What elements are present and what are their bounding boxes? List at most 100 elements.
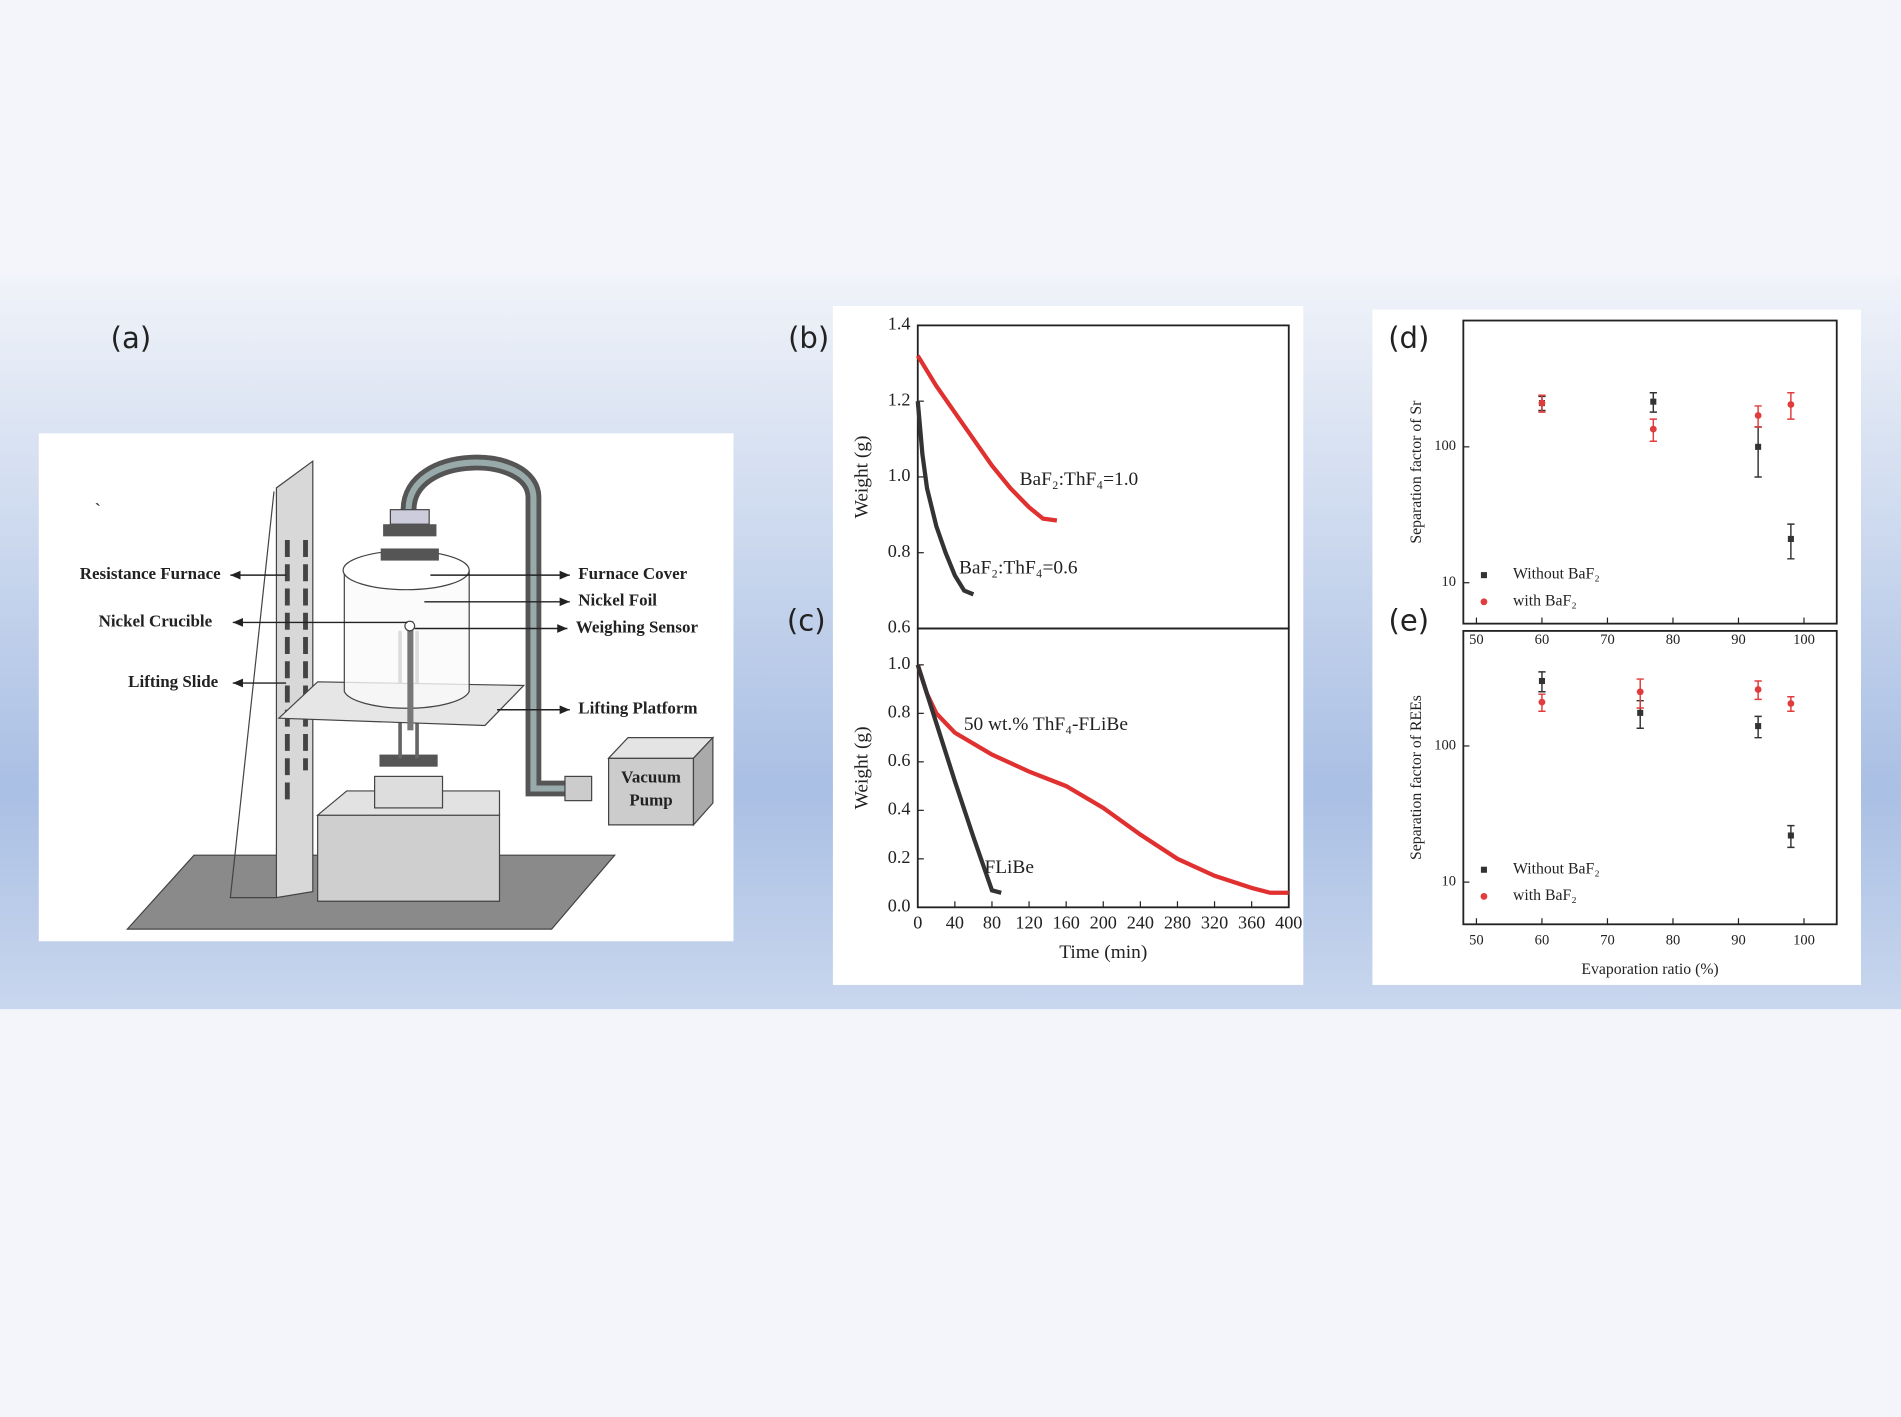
x-axis-label: Evaporation ratio (%) bbox=[1581, 961, 1718, 978]
legend-label: Without BaF₂ bbox=[1513, 860, 1600, 877]
x-tick-label: 70 bbox=[1600, 933, 1615, 949]
y-tick-label: 0.6 bbox=[888, 617, 911, 637]
legend-marker bbox=[1480, 572, 1487, 579]
point bbox=[1637, 709, 1644, 716]
part-label: Nickel Crucible bbox=[99, 611, 213, 630]
y-tick-label: 1.0 bbox=[888, 653, 911, 673]
part-label: Weighing Sensor bbox=[576, 617, 699, 636]
pump-label: Vacuum bbox=[621, 768, 681, 787]
stand bbox=[374, 775, 444, 809]
plot-frame bbox=[1462, 319, 1838, 625]
panel-label: (b) bbox=[788, 321, 829, 355]
part-label: Lifting Platform bbox=[578, 699, 697, 718]
base-box bbox=[317, 814, 501, 902]
point bbox=[1650, 398, 1657, 405]
legend-marker bbox=[1480, 866, 1487, 873]
x-tick-label: 90 bbox=[1731, 632, 1746, 648]
y-tick-label: 100 bbox=[1434, 737, 1456, 753]
cover-flange bbox=[383, 524, 437, 537]
y-tick-label: 100 bbox=[1434, 438, 1456, 454]
legend-label: with BaF₂ bbox=[1513, 887, 1577, 904]
y-axis-label: Separation factor of Sr bbox=[1408, 400, 1425, 544]
y-tick-label: 1.4 bbox=[888, 314, 911, 334]
x-tick-label: 120 bbox=[1015, 912, 1042, 932]
point bbox=[1649, 425, 1657, 433]
x-tick-label: 280 bbox=[1164, 912, 1191, 932]
x-tick-label: 100 bbox=[1793, 632, 1815, 648]
legend-label: Without BaF₂ bbox=[1513, 566, 1600, 583]
line bbox=[915, 354, 1058, 523]
x-tick-label: 80 bbox=[1666, 933, 1681, 949]
part-label: Resistance Furnace bbox=[80, 564, 221, 583]
x-tick-label: 200 bbox=[1090, 912, 1117, 932]
valve bbox=[564, 775, 593, 802]
pump-label: Pump bbox=[629, 791, 672, 810]
point bbox=[1538, 677, 1545, 685]
x-tick-label: 50 bbox=[1469, 933, 1484, 949]
series-label: BaF₂:ThF₄=0.6 bbox=[959, 558, 1078, 579]
tube-inner bbox=[405, 459, 576, 792]
y-axis-label: Weight (g) bbox=[852, 726, 873, 809]
y-tick-label: 0.2 bbox=[888, 847, 911, 867]
x-tick-label: 240 bbox=[1127, 912, 1154, 932]
charts: 0.6 0.8 1.0 1.2 1.4 Weight (g) BaF₂:ThF₄=1.0 Ba… bbox=[852, 314, 1838, 978]
point bbox=[1787, 832, 1794, 839]
y-tick-label: 1.0 bbox=[888, 465, 911, 485]
series-label: FLiBe bbox=[984, 857, 1034, 878]
flange bbox=[379, 754, 438, 767]
x-tick-label: 80 bbox=[1666, 632, 1681, 648]
part-label: Lifting Slide bbox=[128, 672, 219, 691]
series-label: BaF₂:ThF₄=1.0 bbox=[1020, 469, 1139, 490]
sensor-rod bbox=[407, 621, 414, 731]
x-tick-label: 60 bbox=[1535, 632, 1550, 648]
panel-label: (e) bbox=[1388, 603, 1429, 637]
x-tick-label: 360 bbox=[1238, 912, 1265, 932]
point bbox=[1754, 686, 1762, 693]
chart-panel bbox=[832, 305, 1304, 985]
y-axis-label: Separation factor of REEs bbox=[1408, 695, 1425, 860]
panel-label: (c) bbox=[787, 603, 826, 637]
x-tick-label: 70 bbox=[1600, 632, 1615, 648]
x-tick-label: 0 bbox=[913, 912, 922, 932]
point bbox=[1636, 688, 1644, 696]
cover bbox=[389, 509, 430, 525]
crucible bbox=[404, 620, 416, 632]
legend-label: with BaF₂ bbox=[1513, 592, 1577, 609]
point bbox=[1538, 698, 1546, 706]
cover-flange bbox=[380, 548, 439, 561]
x-tick-label: 60 bbox=[1535, 933, 1550, 949]
y-tick-label: 10 bbox=[1442, 574, 1457, 590]
point bbox=[1754, 412, 1762, 419]
chart-panel bbox=[1372, 309, 1861, 985]
panel-label: (d) bbox=[1388, 321, 1429, 355]
x-tick-label: 400 bbox=[1275, 912, 1302, 932]
line bbox=[915, 664, 1002, 895]
x-tick-label: 80 bbox=[983, 912, 1001, 932]
point bbox=[1787, 700, 1795, 707]
furnace bbox=[343, 570, 470, 709]
point bbox=[1787, 401, 1795, 408]
diagram: ` Resistance Furnace Nickel Crucible Lif… bbox=[38, 433, 734, 942]
point bbox=[1755, 723, 1762, 730]
pump-side bbox=[692, 736, 714, 827]
x-tick-label: 90 bbox=[1731, 933, 1746, 949]
x-axis-label: Time (min) bbox=[1059, 942, 1147, 963]
series-label: 50 wt.% ThF₄-FLiBe bbox=[964, 714, 1128, 735]
y-tick-label: 10 bbox=[1442, 873, 1457, 889]
y-tick-label: 0.4 bbox=[888, 799, 911, 819]
x-tick-label: 50 bbox=[1469, 632, 1484, 648]
point bbox=[1755, 443, 1762, 450]
x-tick-label: 40 bbox=[946, 912, 964, 932]
part-label: Nickel Foil bbox=[578, 591, 657, 610]
line bbox=[915, 400, 975, 597]
point bbox=[1787, 535, 1794, 542]
y-axis-label: Weight (g) bbox=[852, 435, 873, 518]
x-tick-label: 100 bbox=[1793, 933, 1815, 949]
legend-marker bbox=[1480, 893, 1488, 900]
plot-frame bbox=[1462, 629, 1838, 926]
x-tick-label: 320 bbox=[1201, 912, 1228, 932]
y-tick-label: 0.0 bbox=[888, 896, 911, 916]
x-tick-label: 160 bbox=[1053, 912, 1080, 932]
